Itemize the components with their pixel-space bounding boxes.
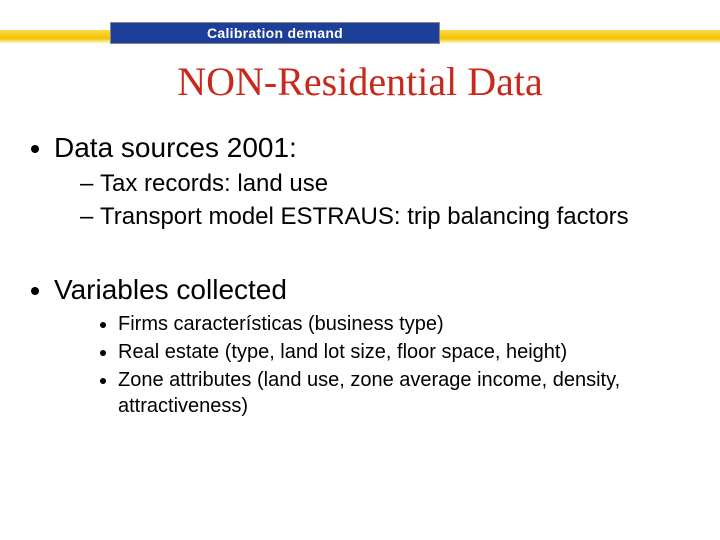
bullet-text: Real estate (type, land lot size, floor … xyxy=(118,341,567,363)
section-header-label: Calibration demand xyxy=(207,25,343,41)
bullet-level2: Transport model ESTRAUS: trip balancing … xyxy=(80,202,672,233)
bullet-level2: Zone attributes (land use, zone average … xyxy=(118,367,672,419)
bullet-level2: Tax records: land use xyxy=(80,169,672,200)
bullet-text: Tax records: land use xyxy=(100,170,328,197)
vertical-spacer xyxy=(32,238,672,272)
bullet-text: Zone attributes (land use, zone average … xyxy=(118,369,620,417)
bullet-level2: Real estate (type, land lot size, floor … xyxy=(118,339,672,365)
bullet-level1: Data sources 2001: Tax records: land use… xyxy=(54,130,672,232)
bullet-text: Data sources 2001: xyxy=(54,132,297,163)
slide: Calibration demand NON-Residential Data … xyxy=(0,0,720,540)
bullet-text: Variables collected xyxy=(54,274,287,305)
slide-title: NON-Residential Data xyxy=(0,58,720,105)
bullet-text: Firms características (business type) xyxy=(118,313,444,335)
section-header-box: Calibration demand xyxy=(110,22,440,44)
bullet-text: Transport model ESTRAUS: trip balancing … xyxy=(100,203,629,230)
slide-content: Data sources 2001: Tax records: land use… xyxy=(32,130,672,425)
bullet-level2: Firms características (business type) xyxy=(118,311,672,337)
bullet-level1: Variables collected Firms característica… xyxy=(54,272,672,419)
